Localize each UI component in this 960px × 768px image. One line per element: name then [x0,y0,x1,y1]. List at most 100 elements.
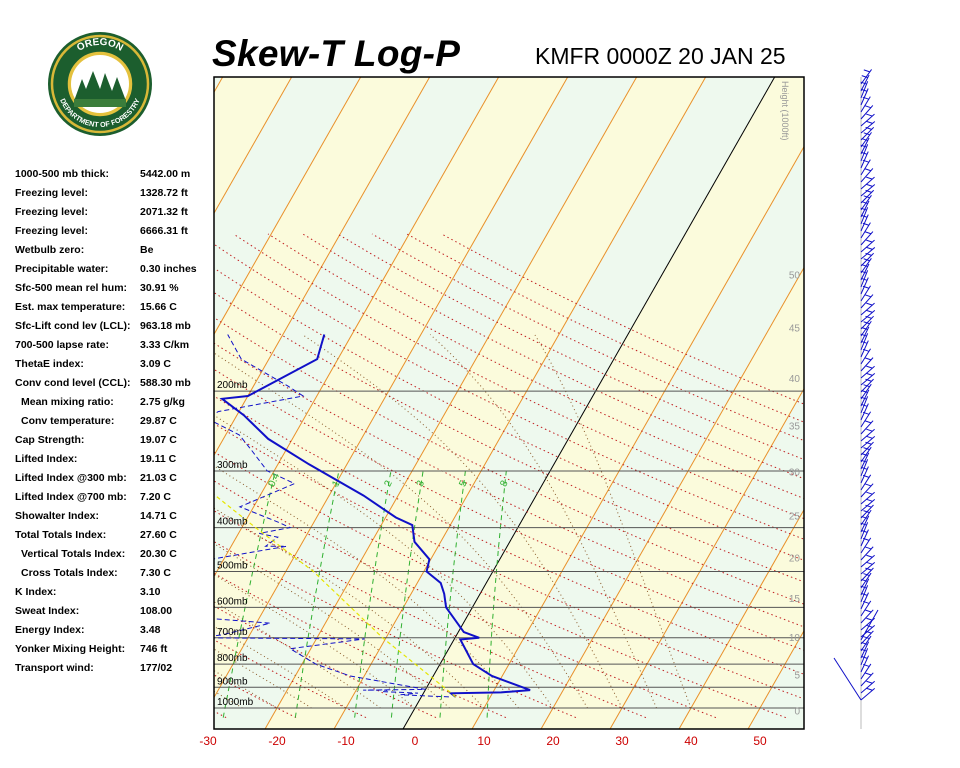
wind-barb-feather [863,384,870,388]
index-row: Sweat Index: 108.00 [15,605,215,624]
index-value: 2071.32 ft [140,206,188,218]
index-row: Sfc-Lift cond lev (LCL): 963.18 mb [15,320,215,339]
height-tick-label: 5 [794,670,800,681]
x-tick-label: 0 [412,734,419,748]
index-row: Lifted Index @300 mb: 21.03 C [15,472,215,491]
isotherm-line [471,145,804,729]
wind-barb-feather [862,348,870,352]
wind-barb [860,554,875,568]
wind-barb-feather [864,546,872,550]
wind-barb-feather [860,585,867,589]
mixing-ratio-line [222,470,276,718]
index-value: 3.33 C/km [140,339,190,351]
pressure-label: 500mb [217,561,248,572]
wind-barb-feather [860,151,868,155]
wind-barb-feather [864,420,872,424]
index-row: Cross Totals Index: 7.30 C [15,567,215,586]
index-row: K Index: 3.10 [15,586,215,605]
wind-barb-feather [865,609,872,613]
height-tick-label: 25 [789,511,801,522]
wind-barb [860,373,876,386]
wind-barb-feather [866,183,873,187]
temp-band [403,77,804,729]
wind-barb [860,294,874,309]
wind-barb-feather [860,214,868,218]
index-value: 7.20 C [140,491,171,503]
index-value: 14.71 C [140,510,177,522]
wind-barb [860,121,876,134]
wind-barb-feather [863,573,870,577]
wind-barb-feather [864,168,872,172]
wind-barb [860,687,876,701]
temperature-trace [219,334,531,698]
index-value: 3.10 [140,586,161,598]
index-row: Freezing level: 1328.72 ft [15,187,215,206]
wind-barb [860,340,869,358]
wind-barb-feather [866,428,873,432]
wind-barb [860,491,875,505]
dry-adiabat [214,710,227,719]
mixing-ratio-label: 8 [498,479,511,489]
index-row: Freezing level: 2071.32 ft [15,206,215,225]
index-value: 5442.00 m [140,168,191,180]
wind-barb-feather [861,466,868,470]
wind-barb-feather [865,378,872,382]
wind-barb [860,680,876,694]
height-tick-label: 10 [789,633,801,644]
moist-adiabat [534,334,692,709]
pressure-label: 900mb [217,676,248,687]
height-tick-label: 40 [789,374,801,385]
wind-barb-feather [865,315,872,319]
wind-barb-feather [866,246,873,250]
wind-barb-feather [861,655,868,659]
wind-barb-feather [866,491,873,495]
wind-barb [860,396,869,414]
wind-barb-feather [866,176,873,180]
index-value: 2.75 g/kg [140,396,185,408]
wind-barb-feather [866,113,873,117]
index-value: 3.09 C [140,358,171,370]
index-row: Showalter Index: 14.71 C [15,510,215,529]
dry-adiabat [214,267,804,561]
isotherm-line [0,77,85,729]
dry-adiabat [214,316,804,605]
isotherm-line [817,77,960,729]
index-row: Total Totals Index: 27.60 C [15,529,215,548]
wind-barb [860,277,869,295]
index-label: ThetaE index: [15,358,84,370]
wind-barb-feather [866,617,873,621]
parcel-trace [214,493,457,698]
isotherm-line [0,77,16,729]
wind-barb-feather [862,537,870,541]
index-value: 108.00 [140,605,173,617]
wind-barb-feather [864,357,872,361]
x-tick-label: 50 [753,734,767,748]
index-row: Freezing level: 6666.31 ft [15,225,215,244]
isotherm-line [214,77,500,578]
index-value: Be [140,244,154,256]
index-row: Lifted Index: 19.11 C [15,453,215,472]
wind-barb-feather [860,207,867,211]
isotherm-line [264,77,638,729]
moist-adiabat [0,542,139,708]
wind-barb-feather [860,396,867,400]
dry-adiabat [0,234,156,718]
plot-frame [213,76,805,730]
index-value: 177/02 [140,662,173,674]
svg-text:OREGON: OREGON [75,37,125,54]
wind-barb [860,263,870,281]
wind-barb-feather [863,69,870,73]
wind-barb-feather [866,372,873,376]
index-row: Lifted Index @700 mb: 7.20 C [15,491,215,510]
mixing-ratio-label: 0.4 [267,471,283,489]
mixing-ratio-label: 5 [457,479,470,489]
moist-adiabat [214,690,243,709]
wind-barb-feather [866,687,873,691]
x-tick-label: 30 [615,734,629,748]
index-value: 1328.72 ft [140,187,188,199]
x-tick-label: -10 [337,734,355,748]
wind-barb-feather [865,189,872,193]
wind-barb-feather [863,636,870,640]
wind-barb [860,561,876,575]
wind-barb-feather [861,390,868,393]
